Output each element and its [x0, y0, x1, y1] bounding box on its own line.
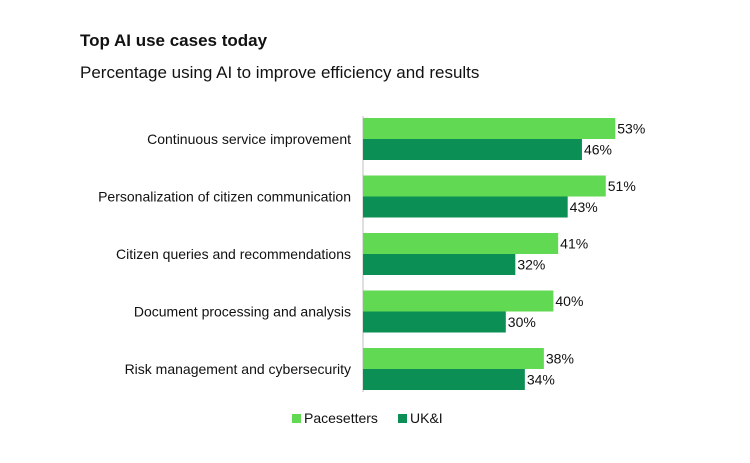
- data-label: 30%: [508, 314, 536, 330]
- bar-pacesetters: [363, 348, 544, 369]
- data-label: 38%: [546, 351, 574, 367]
- data-label: 46%: [584, 142, 612, 158]
- data-label: 34%: [527, 372, 555, 388]
- category-label: Document processing and analysis: [134, 304, 351, 320]
- data-label: 53%: [617, 121, 645, 137]
- data-label: 40%: [555, 293, 583, 309]
- data-label: 51%: [608, 178, 636, 194]
- legend-label: Pacesetters: [304, 410, 378, 426]
- data-label: 32%: [517, 257, 545, 273]
- data-label: 41%: [560, 236, 588, 252]
- bar-ukandi: [363, 369, 525, 390]
- category-label: Personalization of citizen communication: [98, 189, 351, 205]
- bar-ukandi: [363, 311, 506, 333]
- category-label: Risk management and cybersecurity: [125, 361, 351, 377]
- bar-ukandi: [363, 139, 582, 160]
- bar-pacesetters: [363, 233, 559, 254]
- bar-pacesetters: [363, 175, 606, 197]
- bar-ukandi: [363, 254, 516, 275]
- legend-label: UK&I: [410, 410, 443, 426]
- legend-swatch-ukandi: [398, 414, 407, 423]
- bar-ukandi: [363, 196, 568, 218]
- chart-subtitle: Percentage using AI to improve efficienc…: [80, 63, 480, 82]
- legend-swatch-pacesetters: [292, 414, 301, 423]
- category-label: Continuous service improvement: [147, 131, 351, 147]
- chart-title: Top AI use cases today: [80, 31, 268, 50]
- bar-pacesetters: [363, 290, 554, 312]
- category-label: Citizen queries and recommendations: [116, 246, 351, 262]
- data-label: 43%: [570, 199, 598, 215]
- bar-pacesetters: [363, 118, 616, 139]
